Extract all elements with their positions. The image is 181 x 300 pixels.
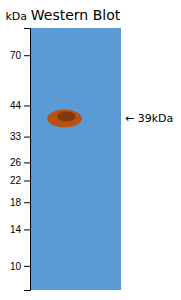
tick: 10 bbox=[10, 261, 30, 272]
tick-mark bbox=[24, 180, 30, 181]
band bbox=[47, 110, 82, 128]
tick: 14 bbox=[10, 224, 30, 235]
chart: 70 44 33 26 22 18 14 10 Western Blot kDa ← 39kDa bbox=[0, 0, 181, 300]
tick-label: 18 bbox=[10, 197, 22, 208]
plot: 70 44 33 26 22 18 14 10 bbox=[10, 28, 121, 291]
annotation: ← 39kDa bbox=[125, 112, 173, 125]
band-center bbox=[57, 111, 75, 121]
y-axis: 70 44 33 26 22 18 14 10 bbox=[10, 29, 31, 291]
tick: 22 bbox=[10, 175, 30, 186]
tick-mark bbox=[24, 202, 30, 203]
tick: 44 bbox=[10, 100, 30, 111]
tick-label: 33 bbox=[10, 131, 22, 142]
tick-mark bbox=[24, 229, 30, 230]
tick-mark bbox=[24, 162, 30, 163]
bands bbox=[47, 110, 82, 128]
tick-mark bbox=[24, 266, 30, 267]
y-label: kDa bbox=[5, 10, 27, 23]
tick: 33 bbox=[10, 131, 30, 142]
tick-mark bbox=[24, 137, 30, 138]
tick: 18 bbox=[10, 197, 30, 208]
tick-mark bbox=[24, 105, 30, 106]
tick-label: 44 bbox=[10, 100, 22, 111]
tick-label: 26 bbox=[10, 157, 22, 168]
tick-mark bbox=[24, 55, 30, 56]
tick-label: 14 bbox=[10, 224, 22, 235]
gel bbox=[30, 28, 121, 290]
tick-label: 10 bbox=[10, 261, 22, 272]
axis-line bbox=[24, 29, 31, 291]
tick-label: 70 bbox=[10, 50, 22, 61]
tick: 70 bbox=[10, 50, 30, 61]
title: Western Blot bbox=[31, 7, 121, 23]
tick-label: 22 bbox=[10, 175, 22, 186]
tick: 26 bbox=[10, 157, 30, 168]
